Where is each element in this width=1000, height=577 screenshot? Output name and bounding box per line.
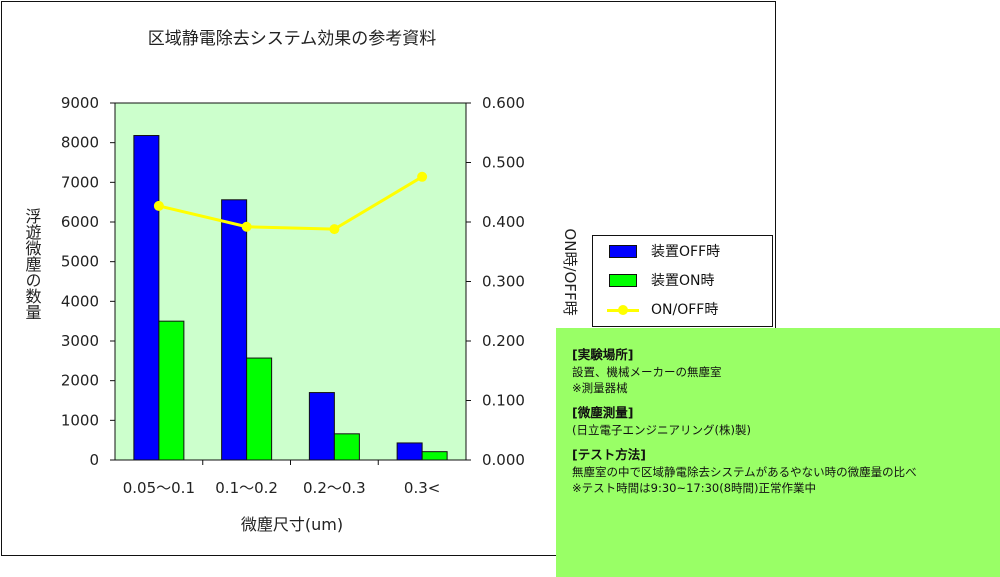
y-right-tick-label: 0.500	[482, 154, 525, 172]
y2-axis-label: ON時/OFF時	[561, 228, 579, 315]
ratio-point	[417, 171, 428, 182]
legend-dot-ratio	[618, 305, 628, 315]
legend-item-ratio: ON/OFF時	[593, 298, 772, 322]
line-layer	[153, 171, 428, 235]
y-right-tick-label: 0.300	[482, 273, 525, 291]
legend-label-on: 装置ON時	[651, 273, 715, 289]
y-left-tick-label: 2000	[61, 372, 99, 390]
y-left-tick-label: 5000	[61, 253, 99, 271]
note-line: ※測量器械	[572, 381, 628, 395]
y-left-tick-label: 8000	[61, 134, 99, 152]
chart-title: 区域静電除去システム効果の参考資料	[148, 29, 437, 49]
legend-swatch-on	[609, 274, 637, 287]
bar-on	[158, 320, 185, 461]
legend: 装置OFF時 装置ON時 ON/OFF時	[592, 235, 773, 327]
bar-off	[308, 392, 335, 461]
y-axis-label: 浮遊微塵の数量	[23, 208, 42, 320]
legend-label-ratio: ON/OFF時	[651, 302, 719, 318]
y-left-tick-label: 6000	[61, 213, 99, 231]
x-tick-label: 0.1〜0.2	[215, 479, 278, 497]
note-section-location: [実験場所] 設置、機械メーカーの無塵室 ※測量器械	[572, 346, 988, 396]
note-section-measurement: [微塵測量] (日立電子エンジニアリング(株)製)	[572, 404, 988, 438]
bar-on	[333, 433, 360, 461]
ratio-point	[153, 200, 164, 211]
note-heading-method: [テスト方法]	[572, 447, 646, 462]
note-line: (日立電子エンジニアリング(株)製)	[572, 423, 751, 437]
bar-off	[221, 199, 248, 461]
y-left-tick-label: 9000	[61, 94, 99, 112]
x-ticks: 0.05〜0.1 0.1〜0.2 0.2〜0.3 0.3<	[123, 460, 440, 497]
note-box: [実験場所] 設置、機械メーカーの無塵室 ※測量器械 [微塵測量] (日立電子エ…	[556, 328, 1000, 577]
note-heading-location: [実験場所]	[572, 347, 634, 362]
chart-svg: 区域静電除去システム効果の参考資料 0 1000 2000 3000 4000 5000 6…	[23, 29, 580, 534]
ratio-point	[241, 221, 252, 232]
y-right-tick-label: 0.100	[482, 392, 525, 410]
legend-item-on: 装置ON時	[593, 269, 772, 293]
ratio-point	[329, 224, 340, 235]
bar-off	[133, 135, 160, 461]
ratio-line	[158, 175, 423, 231]
legend-item-off: 装置OFF時	[593, 240, 772, 264]
x-axis-label: 微塵尺寸(um)	[241, 515, 343, 534]
note-section-method: [テスト方法] 無塵室の中で区域静電除去システムがあるやない時の微塵量の比べ ※…	[572, 446, 988, 496]
y-left-tick-label: 0	[89, 451, 99, 469]
y-right-tick-label: 0.400	[482, 213, 525, 231]
note-heading-measurement: [微塵測量]	[572, 405, 634, 420]
y-right-tick-label: 0.200	[482, 332, 525, 350]
bar-on	[421, 451, 448, 461]
y-left-tick-label: 1000	[61, 411, 99, 429]
legend-swatch-off	[609, 245, 637, 258]
x-tick-label: 0.3<	[404, 479, 440, 497]
note-line: ※テスト時間は9:30~17:30(8時間)正常作業中	[572, 481, 817, 495]
y-left-tick-label: 3000	[61, 332, 99, 350]
bars	[133, 135, 448, 461]
y-right-tick-label: 0.000	[482, 451, 525, 469]
y-left-tick-label: 4000	[61, 292, 99, 310]
note-line: 設置、機械メーカーの無塵室	[572, 365, 722, 379]
y-right-ticks: 0.000 0.100 0.200 0.300 0.400 0.500 0.600	[466, 94, 525, 469]
y-left-ticks: 0 1000 2000 3000 4000 5000 6000 7000 8000 9000	[61, 94, 115, 469]
y-right-tick-label: 0.600	[482, 94, 525, 112]
x-tick-label: 0.05〜0.1	[123, 479, 195, 497]
bar-on	[246, 357, 273, 461]
x-tick-label: 0.2〜0.3	[303, 479, 366, 497]
note-line: 無塵室の中で区域静電除去システムがあるやない時の微塵量の比べ	[572, 465, 917, 479]
y-left-tick-label: 7000	[61, 173, 99, 191]
legend-label-off: 装置OFF時	[651, 244, 721, 260]
chart-frame: 区域静電除去システム効果の参考資料 0 1000 2000 3000 4000 5000 6…	[1, 1, 776, 556]
bar-off	[396, 442, 423, 461]
